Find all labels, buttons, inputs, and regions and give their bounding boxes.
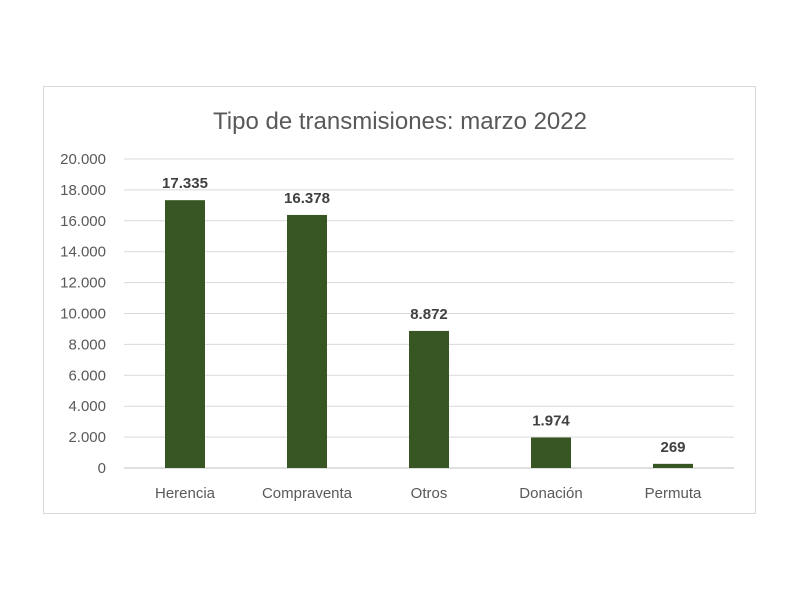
x-axis-ticks: Herencia Compraventa Otros Donación Permuta: [155, 485, 702, 502]
data-label: 16.378: [284, 190, 330, 207]
x-tick-label: Herencia: [155, 485, 216, 502]
y-tick-label: 14.000: [60, 244, 106, 261]
bar-donación: [531, 437, 571, 468]
data-label: 17.335: [162, 175, 208, 192]
bars: [165, 200, 693, 468]
y-tick-label: 2.000: [68, 429, 106, 446]
data-labels: 17.335 16.378 8.872 1.974 269: [162, 175, 685, 456]
y-tick-label: 0: [98, 460, 106, 477]
y-tick-label: 8.000: [68, 336, 106, 353]
x-tick-label: Permuta: [645, 485, 702, 502]
chart-title: Tipo de transmisiones: marzo 2022: [213, 108, 587, 135]
data-label: 8.872: [410, 306, 448, 323]
y-tick-label: 16.000: [60, 213, 106, 230]
data-label: 1.974: [532, 413, 570, 430]
data-label: 269: [660, 439, 685, 456]
y-axis-ticks: 0 2.000 4.000 6.000 8.000 10.000 12.000 14.000 1…: [60, 151, 106, 477]
chart-container: Tipo de transmisiones: marzo 2022 0 2.000…: [43, 86, 756, 514]
x-tick-label: Donación: [519, 485, 582, 502]
bar-herencia: [165, 200, 205, 468]
bar-otros: [409, 330, 449, 468]
y-tick-label: 4.000: [68, 398, 106, 415]
x-tick-label: Compraventa: [262, 485, 353, 502]
y-tick-label: 18.000: [60, 182, 106, 199]
x-tick-label: Otros: [411, 485, 448, 502]
y-tick-label: 6.000: [68, 367, 106, 384]
bar-compraventa: [287, 214, 327, 468]
bar-chart: Tipo de transmisiones: marzo 2022 0 2.000…: [60, 108, 734, 502]
y-tick-label: 10.000: [60, 306, 106, 323]
y-tick-label: 12.000: [60, 275, 106, 292]
y-tick-label: 20.000: [60, 151, 106, 168]
bar-permuta: [653, 463, 693, 468]
